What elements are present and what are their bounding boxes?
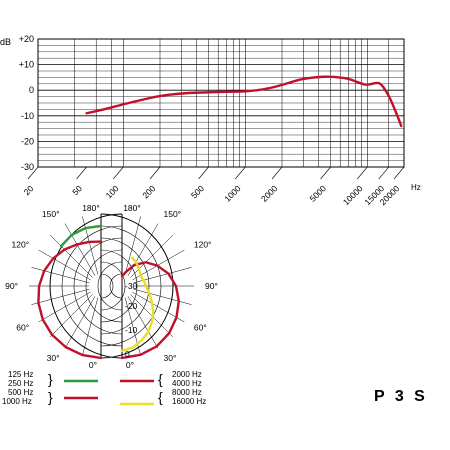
polar-angle-label-right: 150° (164, 209, 182, 219)
polar-ring (100, 273, 114, 299)
legend-right-label-2: 8000 Hz (172, 388, 202, 397)
polar-radial-label: 0 (125, 349, 130, 359)
y-tick-label: +20 (19, 34, 34, 44)
x-tick-label: 5000 (308, 183, 329, 204)
x-tick-mark (320, 166, 331, 180)
polar-spoke (64, 296, 96, 349)
polar-spoke (49, 234, 93, 278)
x-tick-label: 1000 (222, 183, 243, 204)
x-tick-mark (378, 166, 389, 180)
model-label: P 3 S (374, 388, 428, 405)
polar-spoke (38, 249, 91, 281)
polar-ring (109, 273, 123, 299)
polar-radial-label: -20 (125, 301, 138, 311)
polar-ring (85, 249, 123, 323)
x-tick-mark (149, 166, 161, 180)
polar-ring (97, 261, 123, 311)
y-tick-label: 0 (29, 85, 34, 95)
x-tick-label: 10000 (341, 183, 365, 207)
legend-left-label-0: 125 Hz (8, 370, 33, 379)
x-tick-label: 100 (104, 183, 121, 200)
legend-left-label-1: 250 Hz (8, 379, 33, 388)
legend-right-label-3: 16000 Hz (172, 397, 206, 406)
polar-pattern-chart: 0° 30° 60° 90° 120° 150° 180° 0° 30° 60° 90° 120° 15… (5, 203, 218, 370)
polar-spoke (38, 291, 91, 323)
x-tick-mark (198, 166, 209, 180)
y-tick-label: +10 (19, 60, 34, 70)
polar-angle-label-left: 120° (12, 240, 30, 250)
y-tick-label: -20 (21, 136, 34, 146)
polar-spoke (82, 216, 99, 275)
x-tick-mark (393, 166, 405, 180)
polar-radial-label: -30 (125, 281, 138, 291)
polar-ring (100, 261, 126, 311)
legend-right-brace-top: { (158, 371, 163, 387)
legend: 125 Hz 250 Hz 500 Hz 1000 Hz } } { { 200… (2, 370, 206, 406)
x-tick-mark (271, 166, 283, 180)
x-tick-label: 50 (70, 183, 84, 197)
x-tick-mark (76, 166, 87, 180)
polar-angle-label-left: 60° (16, 323, 29, 333)
frequency-response-line-0 (85, 75, 403, 128)
x-tick-label: 200 (140, 183, 157, 200)
x-tick-label: 500 (189, 183, 206, 200)
polar-angle-label-right: 30° (164, 353, 177, 363)
x-tick-mark (235, 166, 246, 180)
polar-angle-label-left: 0° (89, 360, 97, 370)
polar-ring (49, 213, 123, 359)
polar-spoke (31, 288, 90, 305)
polar-radial-label: -10 (125, 325, 138, 335)
x-tick-mark (357, 166, 368, 180)
polar-ring (61, 225, 123, 347)
polar-spoke (82, 297, 99, 356)
polar-spoke (31, 267, 90, 284)
polar-spoke (133, 288, 192, 305)
polar-curve-left-1 (59, 224, 103, 248)
legend-left-brace-top: } (48, 371, 53, 387)
polar-spoke (64, 223, 96, 276)
legend-left-label-2: 500 Hz (8, 388, 33, 397)
polar-angle-label-left: 30° (47, 353, 60, 363)
polar-spoke (127, 296, 159, 349)
polar-spoke (124, 297, 141, 356)
polar-curve-right-3 (120, 256, 155, 352)
legend-right-label-0: 2000 Hz (172, 370, 202, 379)
polar-series (37, 224, 180, 360)
polar-angle-label-right: 90° (205, 281, 218, 291)
polar-angle-label-left: 180° (82, 203, 100, 213)
polar-radial-labels: 0 -10 -20 -30 (125, 281, 138, 359)
polar-angle-labels: 0° 30° 60° 90° 120° 150° 180° 0° 30° 60° 90° 120° 15… (5, 203, 218, 370)
y-tick-label: -30 (21, 162, 34, 172)
polar-angle-label-right: 180° (123, 203, 141, 213)
x-tick-mark (113, 166, 124, 180)
polar-spoke (130, 234, 174, 278)
frequency-response-chart: +20 +10 0 -10 -20 -30 20 50 100 200 500 1000 2000 50… (0, 34, 421, 207)
polar-curve-right-2 (120, 261, 180, 360)
polar-angle-label-right: 120° (194, 240, 212, 250)
x-tick-mark (27, 166, 39, 180)
polar-angle-label-left: 150° (42, 209, 60, 219)
polar-angle-label-right: 60° (194, 323, 207, 333)
frequency-response-y-ticks: +20 +10 0 -10 -20 -30 (19, 34, 34, 172)
polar-angle-label-right: 0° (126, 360, 134, 370)
legend-right-label-1: 4000 Hz (172, 379, 202, 388)
legend-right-brace-bottom: { (158, 389, 163, 405)
polar-angle-label-left: 90° (5, 281, 18, 291)
frequency-response-grid (37, 38, 405, 168)
y-axis-unit-label: dB (0, 37, 11, 47)
frequency-response-series (85, 75, 403, 128)
polar-spoke (49, 294, 93, 338)
legend-left-brace-bottom: } (48, 389, 53, 405)
y-tick-label: -10 (21, 111, 34, 121)
polar-curve-left-0 (37, 240, 103, 360)
legend-left-label-3: 1000 Hz (2, 397, 32, 406)
x-tick-label: 20 (22, 183, 36, 197)
polar-spoke (124, 216, 141, 275)
x-tick-label: 2000 (259, 183, 280, 204)
x-axis-unit-label: Hz (411, 183, 421, 192)
